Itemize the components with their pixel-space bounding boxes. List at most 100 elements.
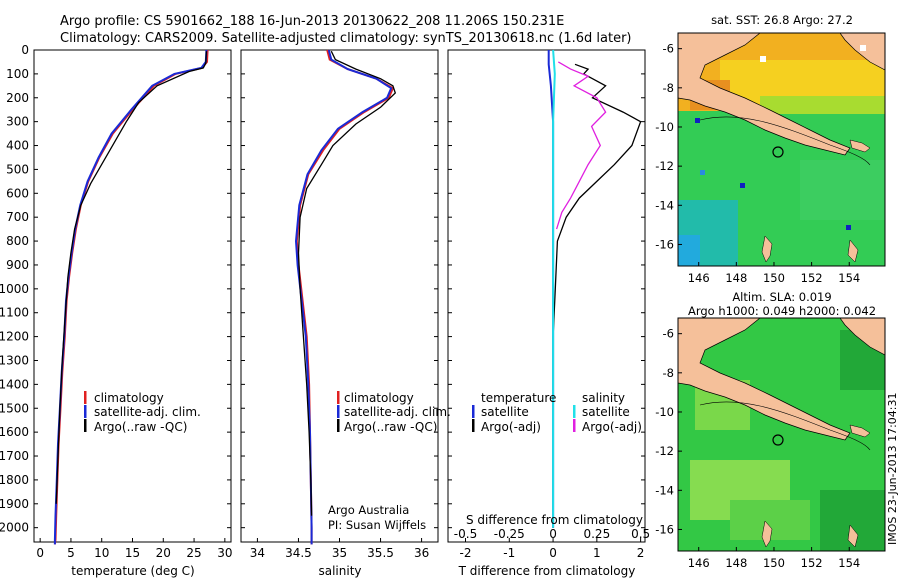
y-tick-label: 1900 bbox=[0, 497, 29, 511]
sla-island bbox=[761, 520, 773, 548]
x-tick-label: 10 bbox=[94, 546, 109, 560]
sst-map-frame bbox=[677, 32, 886, 267]
map-x-tick-label: 152 bbox=[801, 556, 823, 570]
map-y-tick-label: -14 bbox=[655, 483, 674, 497]
y-tick-label: 900 bbox=[6, 258, 29, 272]
sst-speck bbox=[760, 56, 766, 62]
legend-title-salinity: salinity bbox=[582, 391, 625, 405]
map-x-tick-label: 152 bbox=[801, 271, 823, 285]
y-tick-label: 100 bbox=[6, 67, 29, 81]
salinity-axis-title: salinity bbox=[318, 564, 361, 578]
sst-map-title: sat. SST: 26.8 Argo: 27.2 bbox=[711, 13, 853, 27]
y-tick-label: 200 bbox=[6, 91, 29, 105]
series-argo-raw-qc bbox=[55, 51, 208, 504]
map-y-tick-label: -16 bbox=[655, 237, 674, 251]
sla-map-title-2: Argo h1000: 0.049 h2000: 0.042 bbox=[688, 304, 876, 318]
sla-land-new-britain bbox=[839, 318, 885, 356]
annotation-institution: Argo Australia bbox=[328, 503, 409, 517]
y-tick-label: 700 bbox=[6, 210, 29, 224]
x-tick-label: 0 bbox=[36, 546, 44, 560]
sla-map-frame bbox=[677, 317, 886, 552]
x-tick-label: 0 bbox=[549, 546, 557, 560]
legend-swatch-s-satellite bbox=[573, 405, 576, 418]
x-tick-label: 35 bbox=[332, 546, 347, 560]
sst-speck bbox=[846, 225, 851, 230]
y-tick-label: 500 bbox=[6, 162, 29, 176]
legend-label-climatology: climatology bbox=[344, 391, 414, 405]
series-s-argo-adj bbox=[555, 61, 607, 230]
y-tick-label: 1000 bbox=[0, 282, 29, 296]
sst-island bbox=[761, 235, 773, 263]
y-tick-label: 0 bbox=[21, 43, 29, 57]
y-tick-label: 800 bbox=[6, 234, 29, 248]
y-tick-label: 300 bbox=[6, 115, 29, 129]
legend-label-satellite: satellite-adj. clim. bbox=[344, 405, 451, 419]
imos-timestamp-label: IMOS 23-Jun-2013 17:04:31 bbox=[886, 392, 899, 545]
temperature-legend: climatology satellite-adj. clim. Argo(..… bbox=[84, 391, 201, 434]
sst-argo-location-marker bbox=[772, 146, 784, 158]
legend-swatch-t-argo bbox=[472, 419, 475, 432]
sla-land-new-guinea bbox=[678, 318, 851, 441]
map-y-tick-label: -6 bbox=[663, 327, 674, 341]
sla-map-axes: -6 -8 -10 -12 -14 -16 146 148 150 152 154 bbox=[655, 327, 860, 570]
x-tick-label: 2 bbox=[637, 546, 645, 560]
y-tick-label: 400 bbox=[6, 139, 29, 153]
sla-depth-contour bbox=[699, 401, 871, 451]
y-tick-label: 1600 bbox=[0, 425, 29, 439]
x-tick-label: 25 bbox=[186, 546, 201, 560]
x-tick-label: -1 bbox=[503, 546, 515, 560]
map-y-tick-label: -8 bbox=[663, 81, 674, 95]
y-tick-label: 1100 bbox=[0, 306, 29, 320]
legend-swatch-climatology bbox=[84, 391, 87, 404]
s-diff-tick-label: 0.5 bbox=[631, 527, 650, 541]
annotation-pi: PI: Susan Wijffels bbox=[328, 518, 426, 532]
sst-speck bbox=[700, 170, 705, 175]
sla-island bbox=[847, 524, 859, 548]
y-tick-label: 1400 bbox=[0, 377, 29, 391]
sst-speck bbox=[860, 45, 866, 51]
legend-label-satellite: satellite-adj. clim. bbox=[94, 405, 201, 419]
map-y-tick-label: -10 bbox=[655, 120, 674, 134]
x-tick-label: 20 bbox=[156, 546, 171, 560]
sla-argo-location-marker bbox=[772, 434, 784, 446]
x-tick-label: 34 bbox=[250, 546, 265, 560]
t-difference-axis-title: T difference from climatology bbox=[458, 564, 636, 578]
sla-map-title-1: Altim. SLA: 0.019 bbox=[732, 290, 831, 304]
legend-swatch-t-satellite bbox=[472, 405, 475, 418]
legend-swatch-climatology bbox=[337, 391, 340, 404]
legend-swatch-s-argo bbox=[573, 419, 576, 432]
axis-ticks: 0 5 10 15 20 25 300100200300400500600700800900… bbox=[0, 43, 650, 560]
map-x-tick-label: 150 bbox=[763, 271, 785, 285]
map-y-tick-label: -8 bbox=[663, 366, 674, 380]
temperature-axis-title: temperature (deg C) bbox=[71, 564, 194, 578]
map-y-tick-label: -12 bbox=[655, 444, 674, 458]
sst-transition-band bbox=[760, 96, 885, 114]
difference-legend: temperature satellite Argo(-adj) salinit… bbox=[466, 391, 643, 527]
series-argo-raw-qc bbox=[297, 50, 397, 516]
legend-swatch-satellite bbox=[337, 405, 340, 418]
profile-series bbox=[53, 49, 642, 545]
map-x-tick-label: 154 bbox=[838, 556, 860, 570]
s-difference-axis-title: S difference from climatology bbox=[466, 513, 643, 527]
series-satellite-adj-clim bbox=[294, 49, 393, 545]
legend-label-s-argo: Argo(-adj) bbox=[582, 420, 642, 434]
legend-label-t-satellite: satellite bbox=[481, 405, 529, 419]
sst-land-new-britain bbox=[839, 33, 885, 71]
s-diff-tick-label: 0.25 bbox=[583, 527, 610, 541]
y-tick-label: 1800 bbox=[0, 473, 29, 487]
x-tick-label: 35.5 bbox=[367, 546, 394, 560]
difference-plot-frame bbox=[447, 49, 646, 543]
sst-island bbox=[847, 239, 859, 263]
sla-island bbox=[849, 424, 871, 438]
sst-map-axes: -6 -8 -10 -12 -14 -16 146 148 150 152 154 bbox=[655, 42, 860, 285]
map-y-tick-label: -12 bbox=[655, 159, 674, 173]
s-diff-tick-label: -0.25 bbox=[494, 527, 525, 541]
map-x-tick-label: 150 bbox=[763, 556, 785, 570]
legend-title-temperature: temperature bbox=[481, 391, 556, 405]
map-x-tick-label: 148 bbox=[725, 271, 747, 285]
x-tick-label: 15 bbox=[125, 546, 140, 560]
y-tick-label: 600 bbox=[6, 186, 29, 200]
series-t-argo-adj bbox=[552, 63, 642, 528]
salinity-legend: climatology satellite-adj. clim. Argo(..… bbox=[328, 391, 451, 532]
